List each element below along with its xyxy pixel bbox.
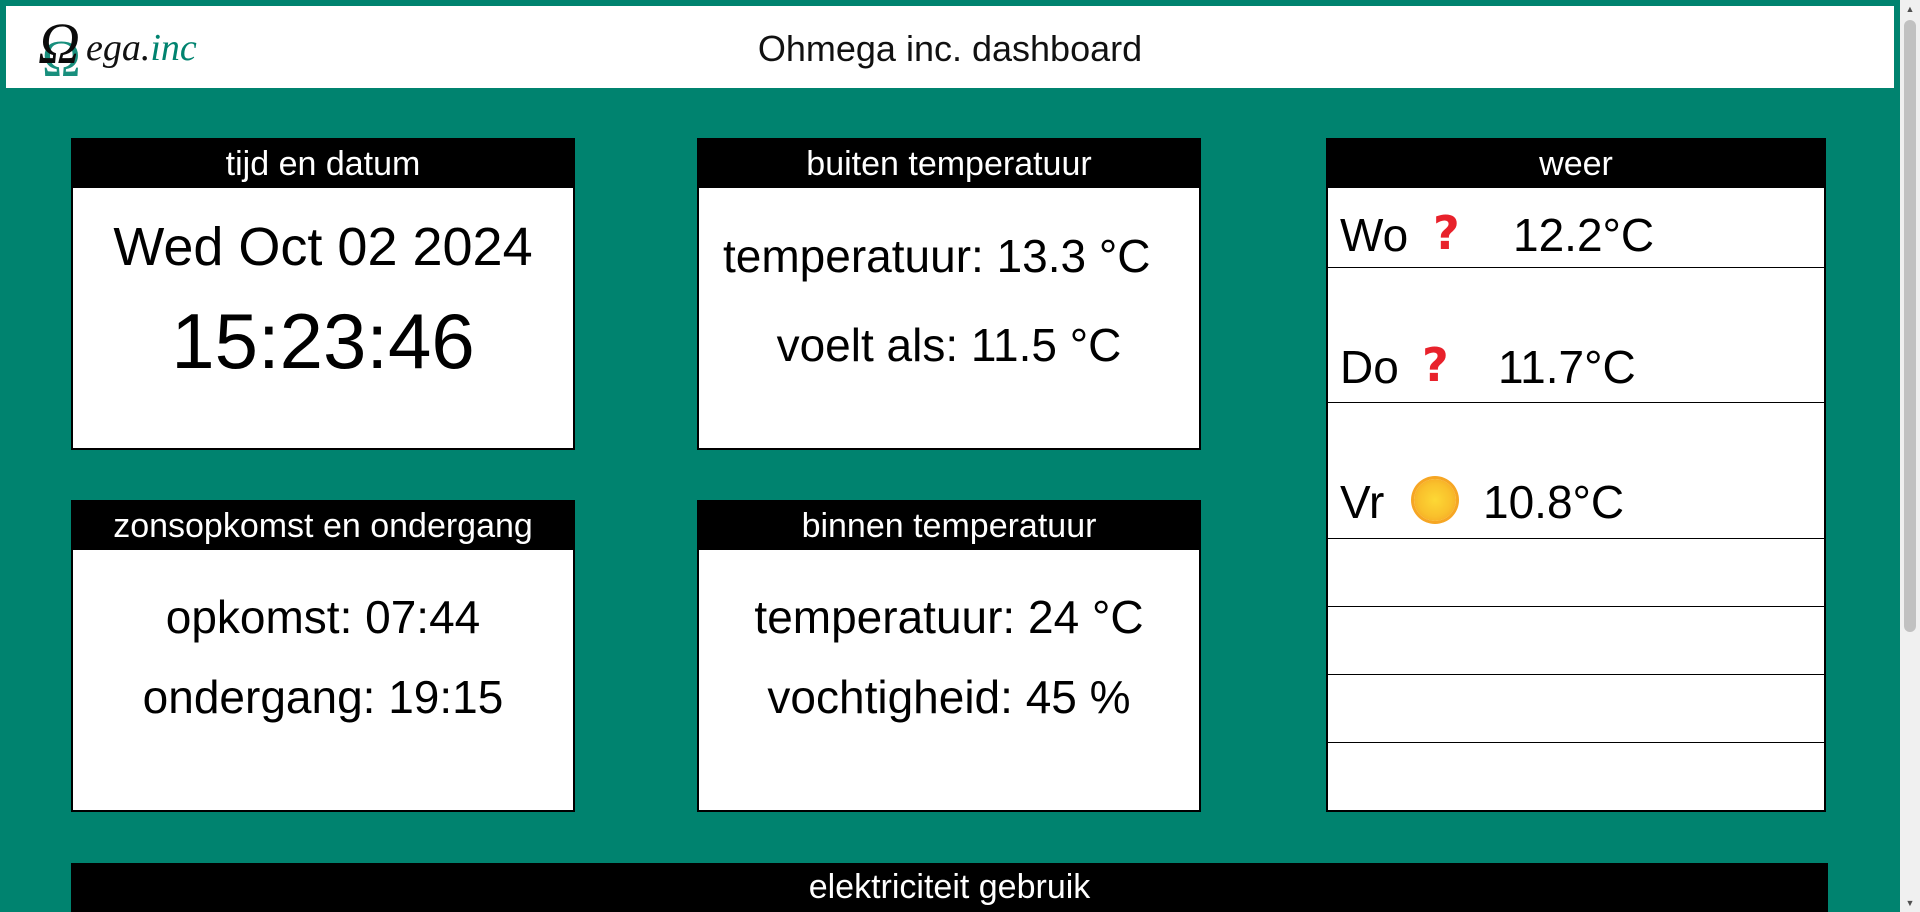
logo-omega-shadow: Ω xyxy=(42,31,81,88)
weather-card: weer Wo ? 12.2°C Do ? 11.7°C Vr 10.8°C xyxy=(1326,138,1826,812)
weather-day: Wo xyxy=(1340,209,1409,261)
sunrise-value: opkomst: 07:44 xyxy=(165,591,481,643)
logo-text-inc: inc xyxy=(150,27,197,69)
scroll-thumb[interactable] xyxy=(1904,20,1916,632)
weather-row-day-2: Do ? 11.7°C xyxy=(1328,268,1824,403)
inside-temperature-card-title: binnen temperatuur xyxy=(699,502,1199,550)
current-date: Wed Oct 02 2024 xyxy=(113,217,533,277)
outside-temperature-value: temperatuur: 13.3 °C xyxy=(723,230,1151,282)
weather-row-empty xyxy=(1328,675,1824,743)
header: Ω Ω ega.inc Ohmega inc. dashboard xyxy=(6,6,1894,88)
question-mark-icon: ? xyxy=(1422,338,1449,392)
weather-card-title: weer xyxy=(1328,140,1824,188)
weather-row-day-1: Wo ? 12.2°C xyxy=(1328,188,1824,268)
scroll-up-arrow-icon[interactable]: ▲ xyxy=(1905,4,1915,14)
time-date-card-title: tijd en datum xyxy=(73,140,573,188)
weather-day: Do xyxy=(1340,341,1399,393)
logo-text: ega.inc xyxy=(86,26,197,70)
current-time: 15:23:46 xyxy=(171,297,475,385)
vertical-scrollbar[interactable]: ▲ ▼ xyxy=(1900,0,1920,912)
time-date-card: tijd en datum Wed Oct 02 2024 15:23:46 xyxy=(71,138,575,450)
weather-temp: 12.2°C xyxy=(1513,209,1655,261)
sunrise-sunset-card-title: zonsopkomst en ondergang xyxy=(73,502,573,550)
weather-temp: 11.7°C xyxy=(1498,341,1636,393)
outside-temperature-card-title: buiten temperatuur xyxy=(699,140,1199,188)
inside-temperature-card: binnen temperatuur temperatuur: 24 °C vo… xyxy=(697,500,1201,812)
logo-text-ega: ega. xyxy=(86,27,151,69)
weather-row-empty xyxy=(1328,607,1824,675)
inside-humidity-value: vochtigheid: 45 % xyxy=(767,671,1131,723)
electricity-usage-title: elektriciteit gebruik xyxy=(71,863,1828,912)
question-mark-icon: ? xyxy=(1433,206,1460,260)
weather-row-day-3: Vr 10.8°C xyxy=(1328,403,1824,539)
company-logo: Ω Ω ega.inc xyxy=(36,11,216,88)
sun-icon xyxy=(1414,479,1456,521)
sunset-value: ondergang: 19:15 xyxy=(142,671,504,723)
page-title: Ohmega inc. dashboard xyxy=(757,28,1143,69)
weather-row-empty xyxy=(1328,539,1824,607)
sunrise-sunset-card: zonsopkomst en ondergang opkomst: 07:44 … xyxy=(71,500,575,812)
weather-day: Vr xyxy=(1340,476,1385,528)
weather-temp: 10.8°C xyxy=(1483,476,1625,528)
outside-temperature-card: buiten temperatuur temperatuur: 13.3 °C … xyxy=(697,138,1201,450)
outside-feels-like-value: voelt als: 11.5 °C xyxy=(776,319,1122,371)
logo-omega: Ω xyxy=(38,11,80,76)
scroll-down-arrow-icon[interactable]: ▼ xyxy=(1905,898,1915,908)
inside-temperature-value: temperatuur: 24 °C xyxy=(754,591,1144,643)
